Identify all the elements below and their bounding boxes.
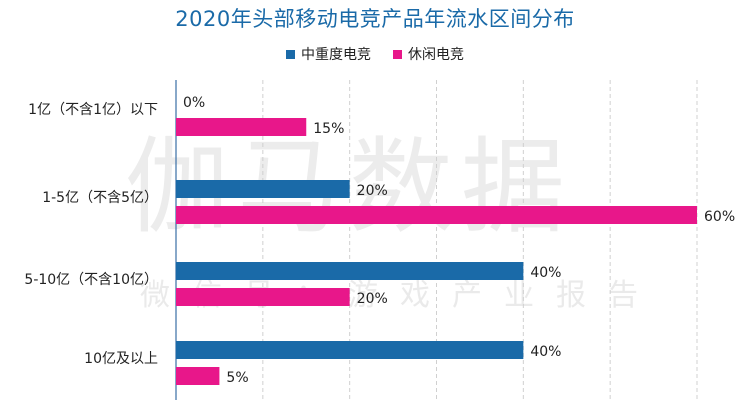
data-label: 20% [357,291,388,307]
legend-label-series-1: 中重度电竞 [301,47,371,63]
data-label: 60% [704,209,735,225]
chart-title: 2020年头部移动电竞产品年流水区间分布 [175,7,575,31]
bar-series-1 [176,180,350,198]
bar-series-2 [176,367,220,385]
data-label: 20% [357,183,388,199]
bar-series-1 [176,262,524,280]
legend-item-series-2: 休闲电竞 [393,44,464,64]
data-label: 15% [313,121,344,137]
legend-swatch-series-1 [286,49,295,59]
category-label: 1-5亿（不含5亿） [42,190,158,206]
category-label: 5-10亿（不含10亿） [24,272,158,288]
bar-series-2 [176,206,697,224]
data-label: 0% [183,95,205,111]
data-label: 40% [530,265,561,281]
legend-item-series-1: 中重度电竞 [286,44,371,64]
category-label: 10亿及以上 [84,351,158,367]
legend-label-series-2: 休闲电竞 [408,47,464,63]
bar-series-1 [176,341,524,359]
legend-swatch-series-2 [393,49,402,59]
data-label: 5% [226,370,248,386]
category-label: 1亿（不含1亿）以下 [28,102,158,118]
bar-series-2 [176,118,307,136]
bar-series-2 [176,288,350,306]
chart-legend: 中重度电竞 休闲电竞 [0,44,750,64]
data-label: 40% [530,344,561,360]
